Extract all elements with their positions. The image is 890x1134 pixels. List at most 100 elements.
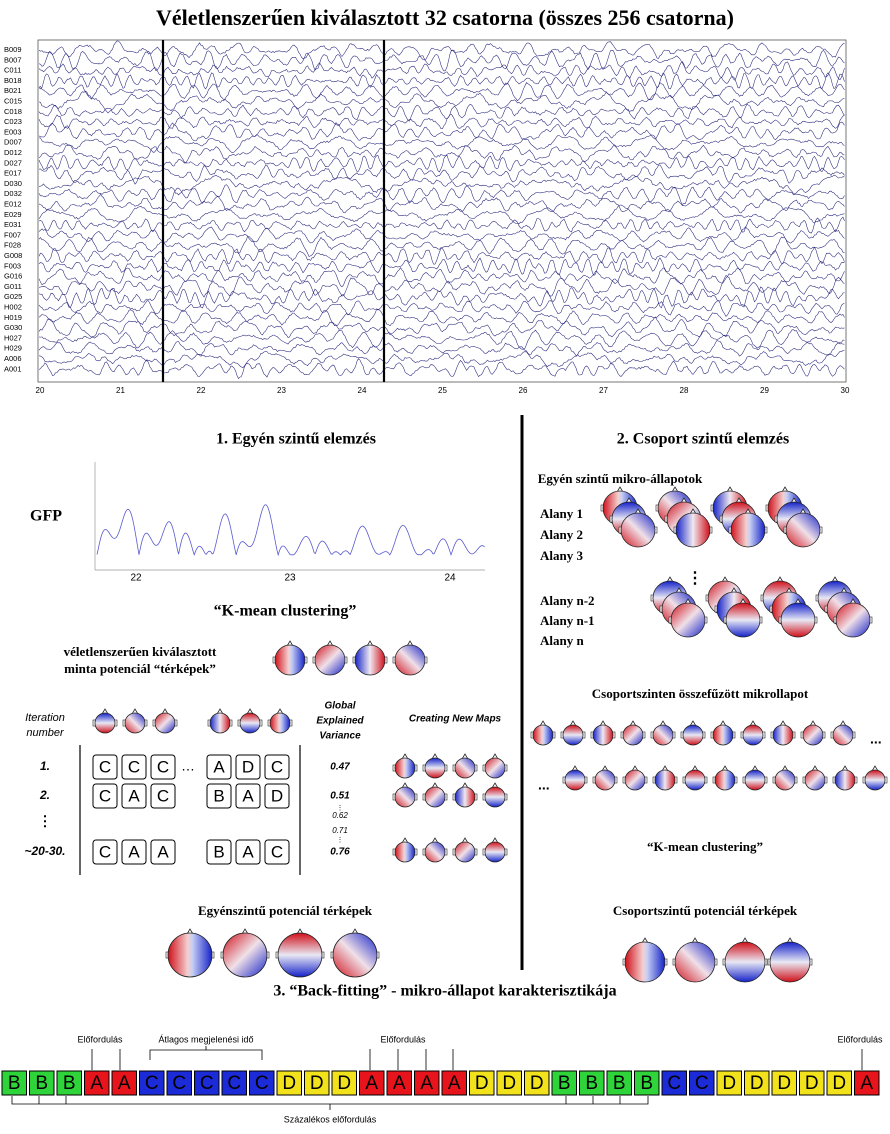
state-letter: D — [777, 1073, 791, 1094]
subsection-title: Csoportszinten összefűzött mikrollapot — [592, 686, 809, 701]
cluster-letter: B — [213, 842, 224, 861]
channel-label: C015 — [4, 96, 22, 105]
eeg-trace — [38, 274, 845, 298]
topo-map — [724, 941, 766, 983]
state-letter: B — [63, 1073, 76, 1094]
channel-label: F003 — [4, 261, 21, 270]
subject-label: Alany n-1 — [540, 613, 595, 628]
state-letter: B — [558, 1073, 571, 1094]
state-box — [496, 1070, 522, 1096]
table-header: Iteration — [25, 712, 65, 724]
topo-map — [484, 786, 506, 808]
result-label: Csoportszintű potenciál térképek — [613, 903, 798, 918]
channel-label: A006 — [4, 354, 22, 363]
section-title: 2. Csoport szintű elemzés — [617, 431, 789, 448]
topo-map — [780, 602, 816, 638]
state-box — [854, 1070, 880, 1096]
topo-map — [654, 769, 676, 791]
cluster-box — [121, 783, 147, 809]
ellipsis: ... — [870, 731, 882, 747]
cluster-letter: C — [271, 842, 283, 861]
subject-label: Alany 1 — [540, 506, 583, 521]
gfp-curve — [96, 504, 485, 557]
table-header: Creating New Maps — [409, 714, 502, 725]
channel-label: H027 — [4, 333, 22, 342]
state-letter: D — [475, 1073, 489, 1094]
topo-map — [730, 512, 766, 548]
maps-label: minta potenciál “térképek” — [64, 661, 216, 676]
eeg-trace — [38, 308, 845, 327]
topo-map — [424, 757, 446, 779]
time-tick-label: 26 — [519, 386, 528, 395]
channel-label: D012 — [4, 148, 22, 157]
state-box — [634, 1070, 660, 1096]
topo-map — [124, 712, 146, 734]
channel-label: D007 — [4, 138, 22, 147]
eeg-trace — [38, 267, 845, 288]
channel-label: C018 — [4, 107, 22, 116]
eeg-trace — [38, 40, 845, 61]
vdots: ⋮ — [337, 837, 344, 844]
eeg-trace — [38, 340, 845, 357]
ellipsis: ... — [538, 777, 550, 793]
cluster-letter: C — [128, 757, 140, 776]
state-letter: D — [805, 1073, 819, 1094]
cluster-box — [264, 754, 290, 780]
state-letter: B — [585, 1073, 598, 1094]
page-title: Véletlenszerűen kiválasztott 32 csatorna… — [156, 5, 734, 30]
topo-map — [624, 941, 666, 983]
state-box — [166, 1070, 192, 1096]
annotation-lines — [11, 1046, 863, 1110]
vdots: ⋮ — [687, 570, 703, 587]
topo-map — [594, 769, 616, 791]
cluster-box — [150, 839, 176, 865]
eeg-trace — [38, 236, 845, 257]
table-header: Global — [324, 701, 355, 712]
time-tick-label: 29 — [760, 386, 769, 395]
subject-label: Alany n-2 — [540, 593, 595, 608]
eeg-trace — [38, 103, 845, 122]
topo-map — [624, 769, 646, 791]
topo-map — [394, 644, 426, 676]
gev-value: 0.47 — [330, 762, 350, 773]
time-tick-label: 21 — [116, 386, 125, 395]
state-letter: C — [145, 1073, 159, 1094]
eeg-trace — [38, 61, 845, 81]
eeg-trace — [38, 246, 845, 265]
method-title: “K-mean clustering” — [214, 603, 357, 620]
state-letter: C — [227, 1073, 241, 1094]
state-box — [606, 1070, 632, 1096]
time-tick-label: 28 — [680, 386, 689, 395]
annotation: Előfordulás — [77, 1034, 123, 1044]
eeg-trace — [38, 144, 845, 163]
gev-value: 0.51 — [330, 791, 350, 802]
cluster-letter: C — [157, 757, 169, 776]
topo-map — [744, 769, 766, 791]
eeg-traces — [38, 40, 845, 379]
vdots: ⋮ — [337, 805, 344, 812]
iteration-label: 1. — [40, 759, 50, 773]
state-box — [551, 1070, 577, 1096]
eeg-trace — [38, 216, 845, 234]
channel-label: F007 — [4, 230, 21, 239]
channel-label: B009 — [4, 45, 22, 54]
section-title: 1. Egyén szintű elemzés — [216, 431, 376, 448]
topo-map — [652, 724, 674, 746]
section-title: 3. “Back-fitting” - mikro-állapot karakt… — [273, 983, 616, 1000]
state-letter: D — [722, 1073, 736, 1094]
topo-map — [622, 724, 644, 746]
state-letter: D — [337, 1073, 351, 1094]
state-letter: D — [750, 1073, 764, 1094]
topo-map — [774, 769, 796, 791]
gfp-label: GFP — [30, 508, 62, 525]
topo-map — [424, 786, 446, 808]
state-box — [56, 1070, 82, 1096]
state-letter: A — [420, 1073, 433, 1094]
cluster-letter: A — [213, 757, 225, 776]
topo-map — [277, 932, 323, 978]
eeg-trace — [38, 350, 845, 369]
topo-map — [394, 841, 416, 863]
channel-label: H029 — [4, 344, 22, 353]
eeg-trace — [38, 316, 845, 338]
gfp-tick-label: 23 — [284, 573, 296, 584]
